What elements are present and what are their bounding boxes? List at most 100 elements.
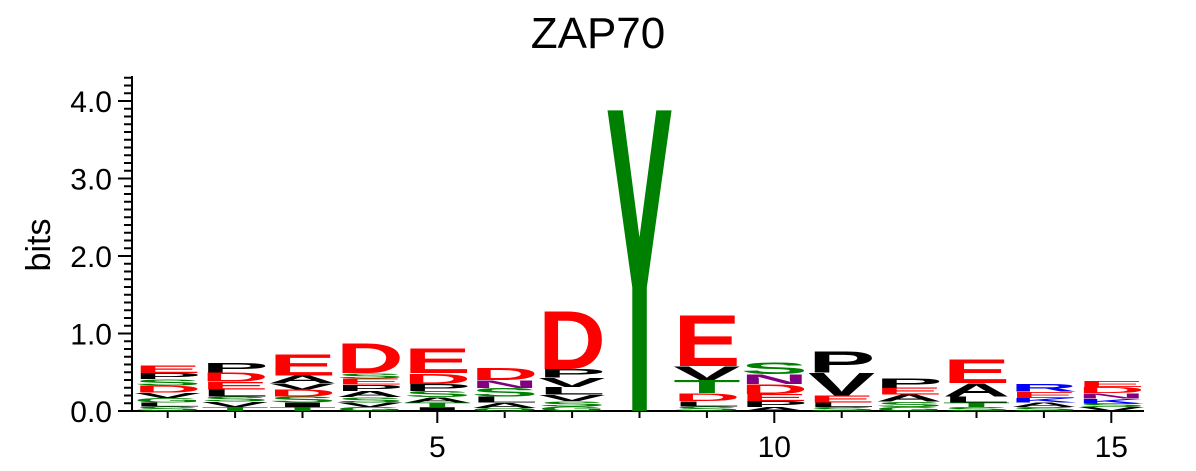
logo-letter-E: E bbox=[1010, 390, 1077, 400]
logo-letter-S: S bbox=[471, 386, 538, 399]
logo-letter-L: L bbox=[201, 387, 268, 398]
y-tick-label: 1.0 bbox=[70, 319, 112, 352]
logo-letter-E: E bbox=[336, 377, 403, 387]
logo-letter-D: D bbox=[201, 370, 268, 384]
logo-letter-L: L bbox=[134, 401, 201, 407]
logo-letter-S: S bbox=[134, 405, 201, 412]
logo-letter-S: S bbox=[741, 360, 808, 378]
logo-letter-T: T bbox=[943, 401, 1010, 408]
logo-letter-P: P bbox=[134, 372, 201, 382]
logo-letter-L: L bbox=[471, 395, 538, 405]
logo-letter-V: V bbox=[134, 391, 202, 399]
logo-letter-G: G bbox=[538, 405, 605, 412]
logo-letter-S: S bbox=[943, 406, 1010, 412]
y-tick-label: 0.0 bbox=[70, 396, 112, 429]
logo-letter-S: S bbox=[1078, 402, 1145, 408]
logo-letter-V: V bbox=[808, 366, 875, 402]
logo-letter-P: P bbox=[336, 383, 403, 393]
logo-letter-E: E bbox=[269, 348, 336, 382]
y-axis-label: bits bbox=[20, 219, 58, 272]
logo-letter-D: D bbox=[1078, 386, 1145, 396]
logo-letter-A: A bbox=[875, 393, 942, 404]
logo-letter-S: S bbox=[269, 395, 336, 405]
logo-letter-G: G bbox=[875, 406, 942, 412]
logo-letter-P: P bbox=[201, 360, 268, 376]
logo-letter-D: D bbox=[269, 388, 336, 399]
logo-letter-E: E bbox=[875, 386, 942, 397]
x-tick-label: 15 bbox=[1095, 431, 1128, 464]
logo-letter-A: A bbox=[404, 396, 471, 404]
logo-letter-D: D bbox=[673, 391, 740, 403]
logo-letter-N: N bbox=[1078, 392, 1145, 400]
logo-letter-V: V bbox=[201, 400, 269, 408]
letter-stacks: SLGVDSPETVSLEDPTISDVAEGVSAPESDITASPDEQAL… bbox=[134, 17, 1145, 471]
logo-letter-S: S bbox=[201, 395, 268, 403]
logo-letter-L: L bbox=[943, 395, 1010, 405]
logo-letter-E: E bbox=[201, 380, 268, 392]
y-tick-label: 4.0 bbox=[70, 86, 112, 119]
logo-letter-A: A bbox=[943, 380, 1010, 400]
logo-letter-Q: Q bbox=[471, 407, 538, 412]
logo-letter-A: A bbox=[471, 401, 538, 409]
logo-letter-V: V bbox=[1078, 406, 1146, 412]
logo-letter-D: D bbox=[471, 365, 538, 384]
logo-letter-S: S bbox=[808, 406, 875, 412]
logo-letter-D: D bbox=[134, 384, 201, 395]
x-tick-label: 10 bbox=[758, 431, 791, 464]
logo-letter-D: D bbox=[336, 335, 403, 383]
logo-letter-A: A bbox=[336, 389, 403, 399]
logo-letter-K: K bbox=[1078, 397, 1146, 404]
logo-letter-A: A bbox=[741, 406, 808, 412]
logo-letter-S: S bbox=[336, 396, 403, 404]
logo-letter-P: P bbox=[875, 375, 942, 391]
logo-letter-G: G bbox=[134, 397, 201, 404]
logo-letter-V: V bbox=[673, 363, 740, 385]
logo-letter-E: E bbox=[404, 341, 471, 381]
logo-letter-G: G bbox=[336, 406, 403, 412]
logo-letter-N: N bbox=[741, 372, 808, 388]
logo-letter-I: I bbox=[269, 401, 336, 408]
logo-letter-R: R bbox=[1010, 382, 1077, 394]
logo-letter-K: K bbox=[1010, 397, 1078, 404]
logo-letter-Y: Y bbox=[606, 17, 673, 471]
logo-letter-S: S bbox=[538, 400, 605, 408]
logo-letter-E: E bbox=[808, 394, 875, 405]
x-tick-label: 5 bbox=[429, 431, 446, 464]
logo-letter-V: V bbox=[538, 393, 606, 403]
logo-letter-N: N bbox=[471, 378, 538, 390]
logo-letter-S: S bbox=[1010, 406, 1077, 412]
logo-letter-P: P bbox=[404, 382, 471, 393]
chart-title: ZAP70 bbox=[531, 9, 666, 58]
logo-letter-S: S bbox=[404, 389, 471, 399]
logo-letter-D: D bbox=[538, 293, 605, 387]
logo-letter-P: P bbox=[538, 367, 605, 380]
logo-letter-V: V bbox=[269, 382, 337, 392]
logo-letter-D: D bbox=[741, 382, 808, 398]
logo-letter-E: E bbox=[134, 363, 201, 375]
logo-letter-E: E bbox=[943, 352, 1010, 390]
logo-letter-A: A bbox=[1010, 401, 1077, 408]
logo-letter-T: T bbox=[404, 401, 471, 408]
logo-letter-L: L bbox=[673, 400, 740, 408]
logo-letter-P: P bbox=[808, 345, 875, 379]
logo-letter-S: S bbox=[336, 372, 403, 380]
logo-letter-S: S bbox=[875, 400, 942, 408]
logo-letter-S: S bbox=[673, 405, 740, 412]
y-tick-label: 3.0 bbox=[70, 164, 112, 197]
logo-letter-I: I bbox=[404, 406, 471, 412]
axes: 0.0 1.0 2.0 3.0 4.0 5 10 15 bbox=[70, 76, 1144, 464]
logo-letter-E: E bbox=[1078, 379, 1145, 389]
